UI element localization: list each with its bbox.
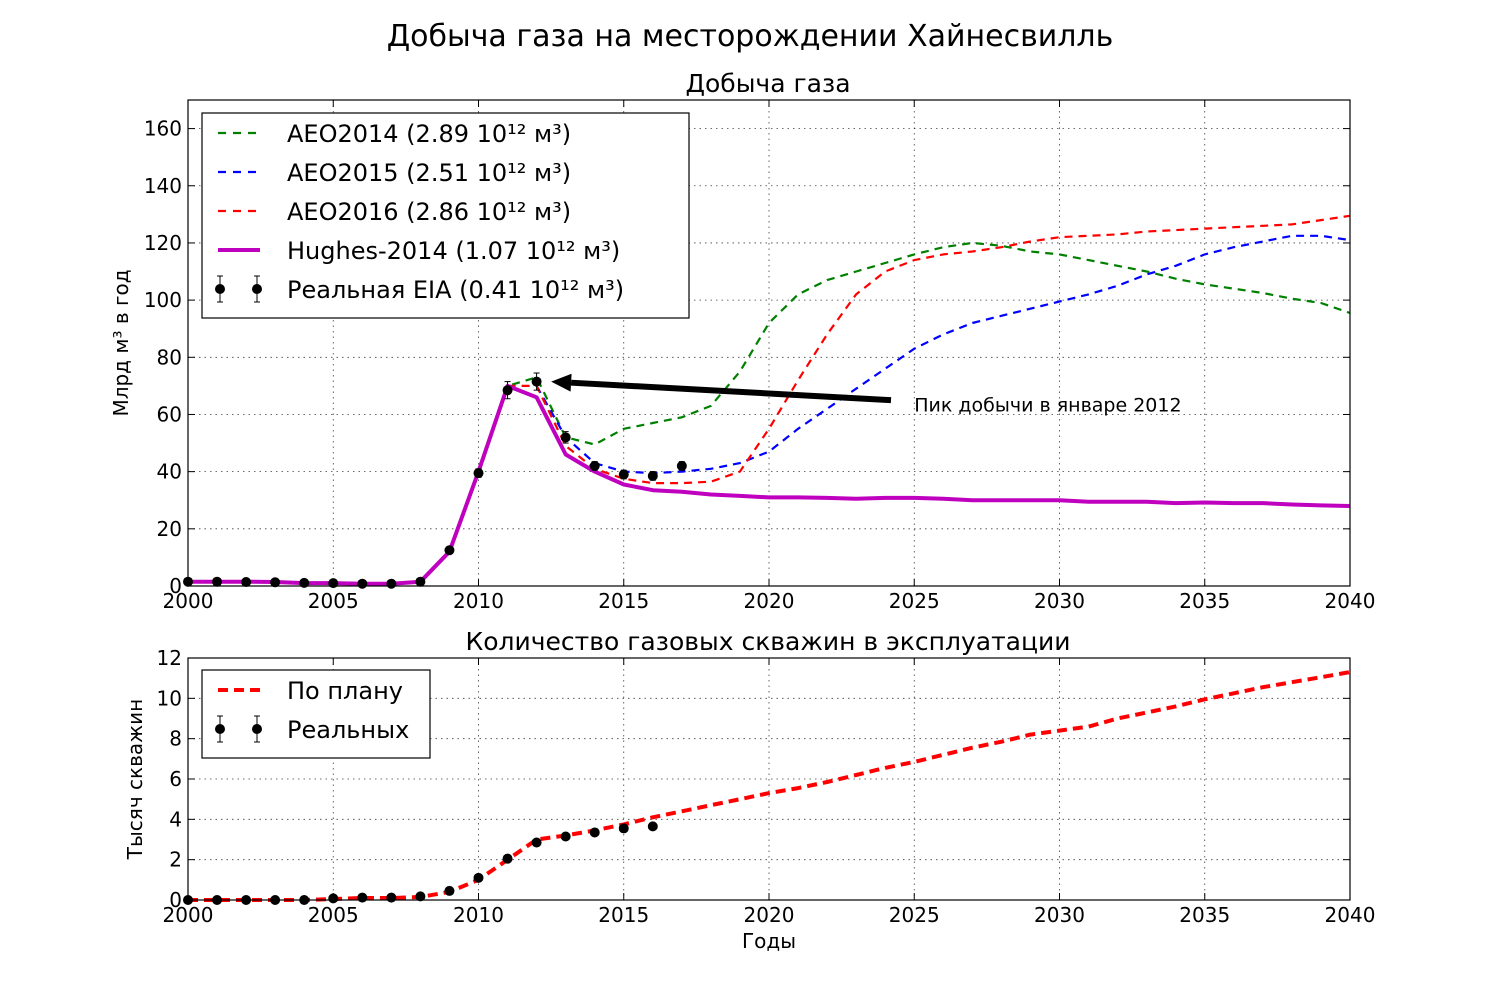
production-series-4-point (212, 576, 223, 587)
wells-series-1-point (473, 872, 484, 883)
production-ytick-label: 20 (157, 517, 182, 541)
wells-xtick-label: 2000 (163, 903, 214, 927)
wells-xtick-label: 2035 (1179, 903, 1230, 927)
production-series-4-point (299, 577, 310, 588)
production-ylabel: Млрд м³ в год (109, 269, 133, 416)
production-ytick-label: 0 (169, 574, 182, 598)
wells-ytick-label: 12 (157, 646, 182, 670)
wells-ylabel: Тысяч скважин (123, 699, 147, 860)
production-series-4-point (502, 385, 513, 396)
wells-xtick-label: 2015 (598, 903, 649, 927)
production-series-0-line (477, 241, 1351, 475)
production-series-2-line (507, 214, 1351, 485)
production-ytick-label: 80 (157, 345, 182, 369)
production-ytick-label: 160 (144, 117, 182, 141)
wells-series-1-point (618, 823, 629, 834)
wells-series-1-point (444, 885, 455, 896)
wells-legend-box (201, 669, 431, 759)
wells-xtick-label: 2030 (1034, 903, 1085, 927)
wells-series-1-point (357, 892, 368, 903)
production-legend-entry-2-label: AEO2016 (2.86 10¹² м³) (287, 198, 571, 226)
production-series-4-point (241, 576, 252, 587)
wells-xtick-label: 2040 (1325, 903, 1376, 927)
wells-series-1-point (531, 837, 542, 848)
production-series-4-point (386, 578, 397, 589)
production-ytick-label: 120 (144, 231, 182, 255)
production-legend-entry-1-label: AEO2015 (2.51 10¹² м³) (287, 159, 571, 187)
production-legend-entry-4-label: Реальная EIA (0.41 10¹² м³) (287, 276, 624, 304)
wells-xlabel: Годы (742, 929, 796, 953)
production-series (183, 214, 1351, 589)
production-xtick-label: 2040 (1325, 589, 1376, 613)
production-xtick-label: 2030 (1034, 589, 1085, 613)
production-xtick-label: 2035 (1179, 589, 1230, 613)
wells-xtick-label: 2025 (889, 903, 940, 927)
production-series-4-point (531, 376, 542, 387)
production-annotation: Пик добычи в январе 2012 (551, 373, 1182, 417)
wells-ytick-label: 0 (169, 888, 182, 912)
wells-panel-title: Количество газовых скважин в эксплуатаци… (465, 627, 1070, 656)
wells-series-1-point (502, 853, 513, 864)
production-legend: AEO2014 (2.89 10¹² м³) AEO2015 (2.51 10¹²… (201, 112, 690, 319)
wells-ytick-label: 2 (169, 848, 182, 872)
production-ytick-label: 40 (157, 460, 182, 484)
production-legend-entry-4-marker (215, 284, 225, 294)
wells-ytick-label: 8 (169, 727, 182, 751)
production-ticks: 2000 2005 2010 2015 2020 2025 2030 2035 20400204… (144, 100, 1376, 613)
production-series-4-point (415, 576, 426, 587)
wells-series-1-point (560, 831, 571, 842)
production-series-3-line (188, 383, 1351, 586)
production-xtick-label: 2000 (163, 589, 214, 613)
wells-xtick-label: 2010 (453, 903, 504, 927)
production-xtick-label: 2005 (308, 589, 359, 613)
production-series-4-point (357, 578, 368, 589)
production-series-4-point (560, 432, 571, 443)
production-series-4-point (589, 460, 600, 471)
production-annotation-arrow-shaft (570, 379, 892, 404)
wells-legend-entry-1-marker (215, 724, 225, 734)
production-series-4-point (444, 545, 455, 556)
production-legend-box (201, 112, 690, 319)
wells-panel: Количество газовых скважин в эксплуатаци… (123, 627, 1375, 953)
wells-ticks: 2000 2005 2010 2015 2020 2025 2030 2035 2040 0 2 4 6… (157, 646, 1376, 927)
production-legend-entry-4-marker (252, 284, 262, 294)
production-series-4-point (618, 469, 629, 480)
wells-ytick-label: 10 (157, 686, 182, 710)
production-series-4-point (647, 470, 658, 481)
production-series-4-point (270, 577, 281, 588)
production-ytick-label: 60 (157, 402, 182, 426)
production-xtick-label: 2015 (598, 589, 649, 613)
wells-legend-entry-0-label: По плану (287, 677, 403, 705)
production-series-1-line (535, 234, 1351, 475)
wells-series-1-point (386, 892, 397, 903)
wells-series-1-point (589, 827, 600, 838)
production-panel-title: Добыча газа (685, 69, 850, 98)
production-legend-entry-0-label: AEO2014 (2.89 10¹² м³) (287, 120, 571, 148)
wells-series-0-line (188, 670, 1351, 902)
production-series-4-point (473, 468, 484, 479)
production-xtick-label: 2025 (889, 589, 940, 613)
production-legend-entry-3-label: Hughes-2014 (1.07 10¹² м³) (287, 237, 620, 265)
wells-legend: По плану Реальных (201, 669, 431, 759)
wells-series-1-point (647, 821, 658, 832)
production-panel: Добыча газа Пик добычи в январе 2012 200… (109, 69, 1375, 613)
wells-xtick-label: 2005 (308, 903, 359, 927)
production-ytick-label: 140 (144, 174, 182, 198)
wells-series-1-point (415, 891, 426, 902)
wells-legend-entry-1-label: Реальных (287, 716, 409, 744)
production-annotation-text: Пик добычи в январе 2012 (914, 395, 1181, 417)
figure-title: Добыча газа на месторождении Хайнесвилль (387, 19, 1114, 54)
production-series-4-point (676, 460, 687, 471)
production-xtick-label: 2010 (453, 589, 504, 613)
production-ytick-label: 100 (144, 288, 182, 312)
wells-ytick-label: 6 (169, 767, 182, 791)
production-annotation-arrow-head (551, 373, 572, 392)
production-xtick-label: 2020 (744, 589, 795, 613)
wells-xtick-label: 2020 (744, 903, 795, 927)
wells-legend-entry-1-marker (252, 724, 262, 734)
wells-ytick-label: 4 (169, 807, 182, 831)
